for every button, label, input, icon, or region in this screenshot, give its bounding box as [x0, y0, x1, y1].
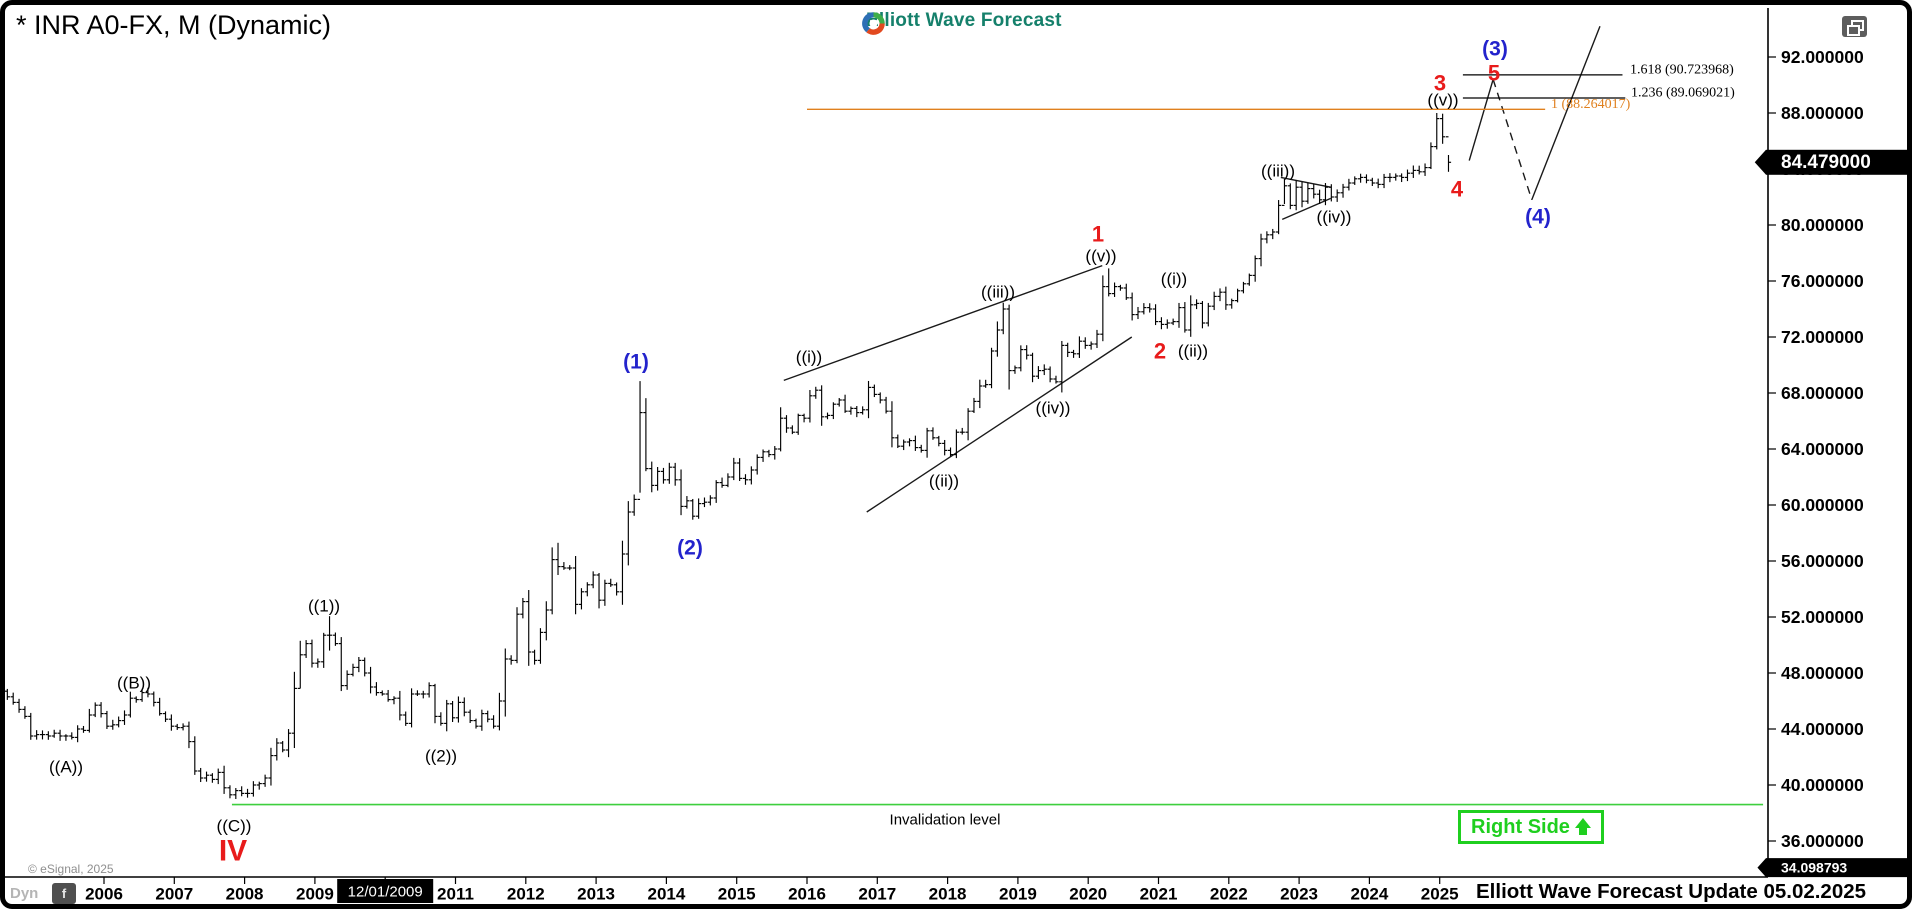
svg-text:2007: 2007 [155, 885, 193, 904]
svg-text:(3): (3) [1482, 38, 1508, 61]
svg-text:((B)): ((B)) [117, 674, 151, 693]
svg-text:4: 4 [1451, 177, 1464, 202]
svg-text:44.000000: 44.000000 [1781, 719, 1864, 739]
svg-text:64.000000: 64.000000 [1781, 439, 1864, 459]
svg-text:1 (88.264017): 1 (88.264017) [1551, 97, 1631, 112]
right-side-badge: Right Side [1458, 810, 1604, 844]
svg-text:((C)): ((C)) [217, 817, 252, 836]
svg-text:((ii)): ((ii)) [1178, 342, 1208, 361]
svg-text:3: 3 [1434, 71, 1446, 96]
svg-text:((i)): ((i)) [1161, 270, 1187, 289]
annotations-layer: ((A)) ((B)) ((C))IV ((1)) ((2)) (1) (2) ((i)) ((… [49, 38, 1551, 868]
svg-text:48.000000: 48.000000 [1781, 663, 1864, 683]
svg-text:IV: IV [219, 835, 247, 868]
svg-text:((iii)): ((iii)) [981, 283, 1015, 302]
svg-text:((iii)): ((iii)) [1261, 162, 1295, 181]
esignal-copyright: © eSignal, 2025 [28, 862, 114, 876]
svg-text:56.000000: 56.000000 [1781, 551, 1864, 571]
svg-text:2019: 2019 [999, 885, 1037, 904]
svg-text:2015: 2015 [718, 885, 756, 904]
svg-text:1.618 (90.723968): 1.618 (90.723968) [1630, 62, 1734, 77]
svg-text:34.098793: 34.098793 [1781, 860, 1847, 876]
svg-text:2024: 2024 [1350, 885, 1388, 904]
svg-text:2013: 2013 [577, 885, 615, 904]
svg-text:84.479000: 84.479000 [1781, 152, 1871, 173]
bars-layer [4, 113, 1452, 799]
svg-text:2009: 2009 [296, 885, 334, 904]
svg-text:72.000000: 72.000000 [1781, 327, 1864, 347]
svg-text:52.000000: 52.000000 [1781, 607, 1864, 627]
svg-text:88.000000: 88.000000 [1781, 103, 1864, 123]
svg-text:(2): (2) [677, 537, 703, 560]
svg-text:2020: 2020 [1069, 885, 1107, 904]
svg-text:((1)): ((1)) [308, 597, 340, 616]
svg-text:1: 1 [1092, 222, 1104, 247]
trendlines-layer: 1.618 (90.723968) 1.236 (89.069021)1 (88.… [231, 25, 1764, 829]
svg-text:2016: 2016 [788, 885, 826, 904]
svg-text:((iv)): ((iv)) [1036, 399, 1071, 418]
svg-text:2011: 2011 [437, 885, 474, 904]
forecast-update-caption: Elliott Wave Forecast Update 05.02.2025 [1476, 880, 1867, 903]
right-side-label: Right Side [1471, 815, 1570, 838]
plot-frame-layer [5, 8, 1769, 878]
svg-text:2014: 2014 [647, 885, 685, 904]
svg-text:36.000000: 36.000000 [1781, 831, 1864, 851]
svg-text:2008: 2008 [226, 885, 264, 904]
svg-text:(4): (4) [1525, 206, 1551, 229]
svg-text:2: 2 [1154, 339, 1166, 364]
svg-text:2025: 2025 [1421, 885, 1459, 904]
svg-text:68.000000: 68.000000 [1781, 383, 1864, 403]
time-template-button[interactable]: Dyn [10, 885, 39, 902]
symbol-title: * INR A0-FX, M (Dynamic) [16, 10, 332, 40]
svg-text:2017: 2017 [858, 885, 896, 904]
svg-text:((i)): ((i)) [796, 348, 822, 367]
svg-text:76.000000: 76.000000 [1781, 271, 1864, 291]
brand-logo: Elliott Wave Forecast [860, 10, 1062, 35]
svg-text:2022: 2022 [1210, 885, 1248, 904]
svg-text:Invalidation level: Invalidation level [890, 812, 1001, 829]
svg-text:((iv)): ((iv)) [1317, 208, 1352, 227]
svg-text:2023: 2023 [1280, 885, 1318, 904]
price-badges-layer: 84.479000 34.098793 [1754, 149, 1907, 878]
svg-text:5: 5 [1488, 61, 1500, 86]
restore-window-icon[interactable] [1842, 16, 1867, 37]
svg-text:1.236 (89.069021): 1.236 (89.069021) [1631, 86, 1735, 101]
axes-layer[interactable]: 92.00000088.00000084.00000080.00000076.0… [85, 47, 1864, 904]
svg-text:80.000000: 80.000000 [1781, 215, 1864, 235]
svg-text:60.000000: 60.000000 [1781, 495, 1864, 515]
svg-text:2012: 2012 [507, 885, 545, 904]
svg-text:((v)): ((v)) [1427, 91, 1458, 110]
svg-text:((2)): ((2)) [425, 747, 457, 766]
svg-text:2018: 2018 [929, 885, 967, 904]
svg-text:((A)): ((A)) [49, 758, 83, 777]
brand-logo-text: Elliott Wave Forecast [866, 10, 1062, 31]
svg-text:((ii)): ((ii)) [929, 472, 959, 491]
elliott-wave-logo-icon [862, 12, 885, 35]
svg-text:92.000000: 92.000000 [1781, 47, 1864, 67]
svg-text:2021: 2021 [1140, 885, 1178, 904]
svg-text:2006: 2006 [85, 885, 123, 904]
up-arrow-icon [1574, 818, 1591, 836]
svg-text:12/01/2009: 12/01/2009 [348, 884, 423, 901]
svg-text:((v)): ((v)) [1085, 247, 1116, 266]
svg-text:(1): (1) [623, 351, 649, 374]
svg-text:40.000000: 40.000000 [1781, 775, 1864, 795]
time-template-icon[interactable]: f [52, 883, 76, 904]
